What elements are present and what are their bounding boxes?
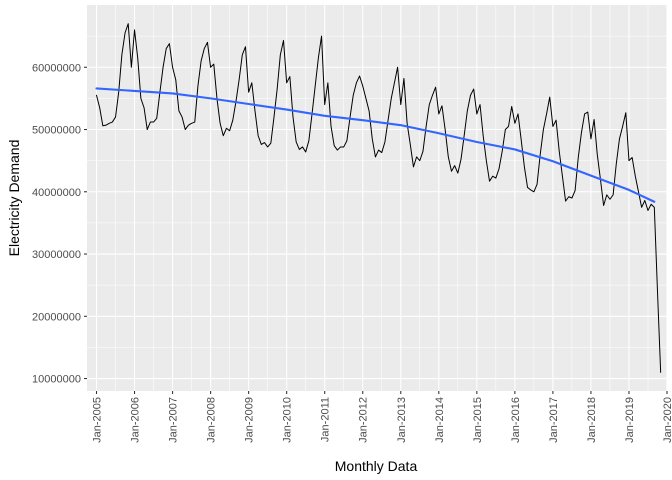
minor-gridlines — [87, 5, 667, 391]
series-layer — [95, 23, 662, 373]
y-tick-label: 10000000 — [32, 374, 81, 386]
x-axis: Jan-2005 Jan-2006 Jan-2007 Jan-2008 Jan-2009… — [92, 391, 672, 443]
x-tick-label: Jan-2017 — [548, 397, 560, 443]
y-axis: 10000000 20000000 30000000 40000000 50000000… — [32, 62, 87, 386]
x-tick-label: Jan-2019 — [624, 397, 636, 443]
x-tick-label: Jan-2011 — [320, 397, 332, 442]
x-tick-label: Jan-2014 — [434, 397, 446, 443]
y-tick-label: 60000000 — [32, 62, 81, 74]
major-gridlines — [87, 5, 668, 391]
x-tick-label: Jan-2006 — [130, 397, 142, 443]
y-tick-label: 20000000 — [32, 311, 81, 323]
x-tick-label: Jan-2020 — [662, 397, 672, 443]
y-axis-title: Electricity Demand — [6, 140, 22, 257]
y-tick-label: 50000000 — [32, 125, 81, 137]
y-tick-label: 40000000 — [32, 187, 81, 199]
demand-line — [96, 23, 662, 373]
x-axis-title: Monthly Data — [335, 458, 418, 474]
x-tick-label: Jan-2005 — [92, 397, 104, 443]
panel-background — [87, 5, 667, 391]
x-tick-label: Jan-2015 — [472, 397, 484, 443]
x-tick-label: Jan-2009 — [244, 397, 256, 443]
trend-line — [95, 87, 656, 203]
y-tick-label: 30000000 — [32, 249, 81, 261]
x-tick-label: Jan-2008 — [206, 397, 218, 443]
x-tick-label: Jan-2010 — [282, 397, 294, 443]
x-tick-label: Jan-2013 — [396, 397, 408, 443]
x-tick-label: Jan-2007 — [168, 397, 180, 443]
x-tick-label: Jan-2016 — [510, 397, 522, 443]
x-tick-label: Jan-2012 — [358, 397, 370, 443]
x-tick-label: Jan-2018 — [586, 397, 598, 443]
